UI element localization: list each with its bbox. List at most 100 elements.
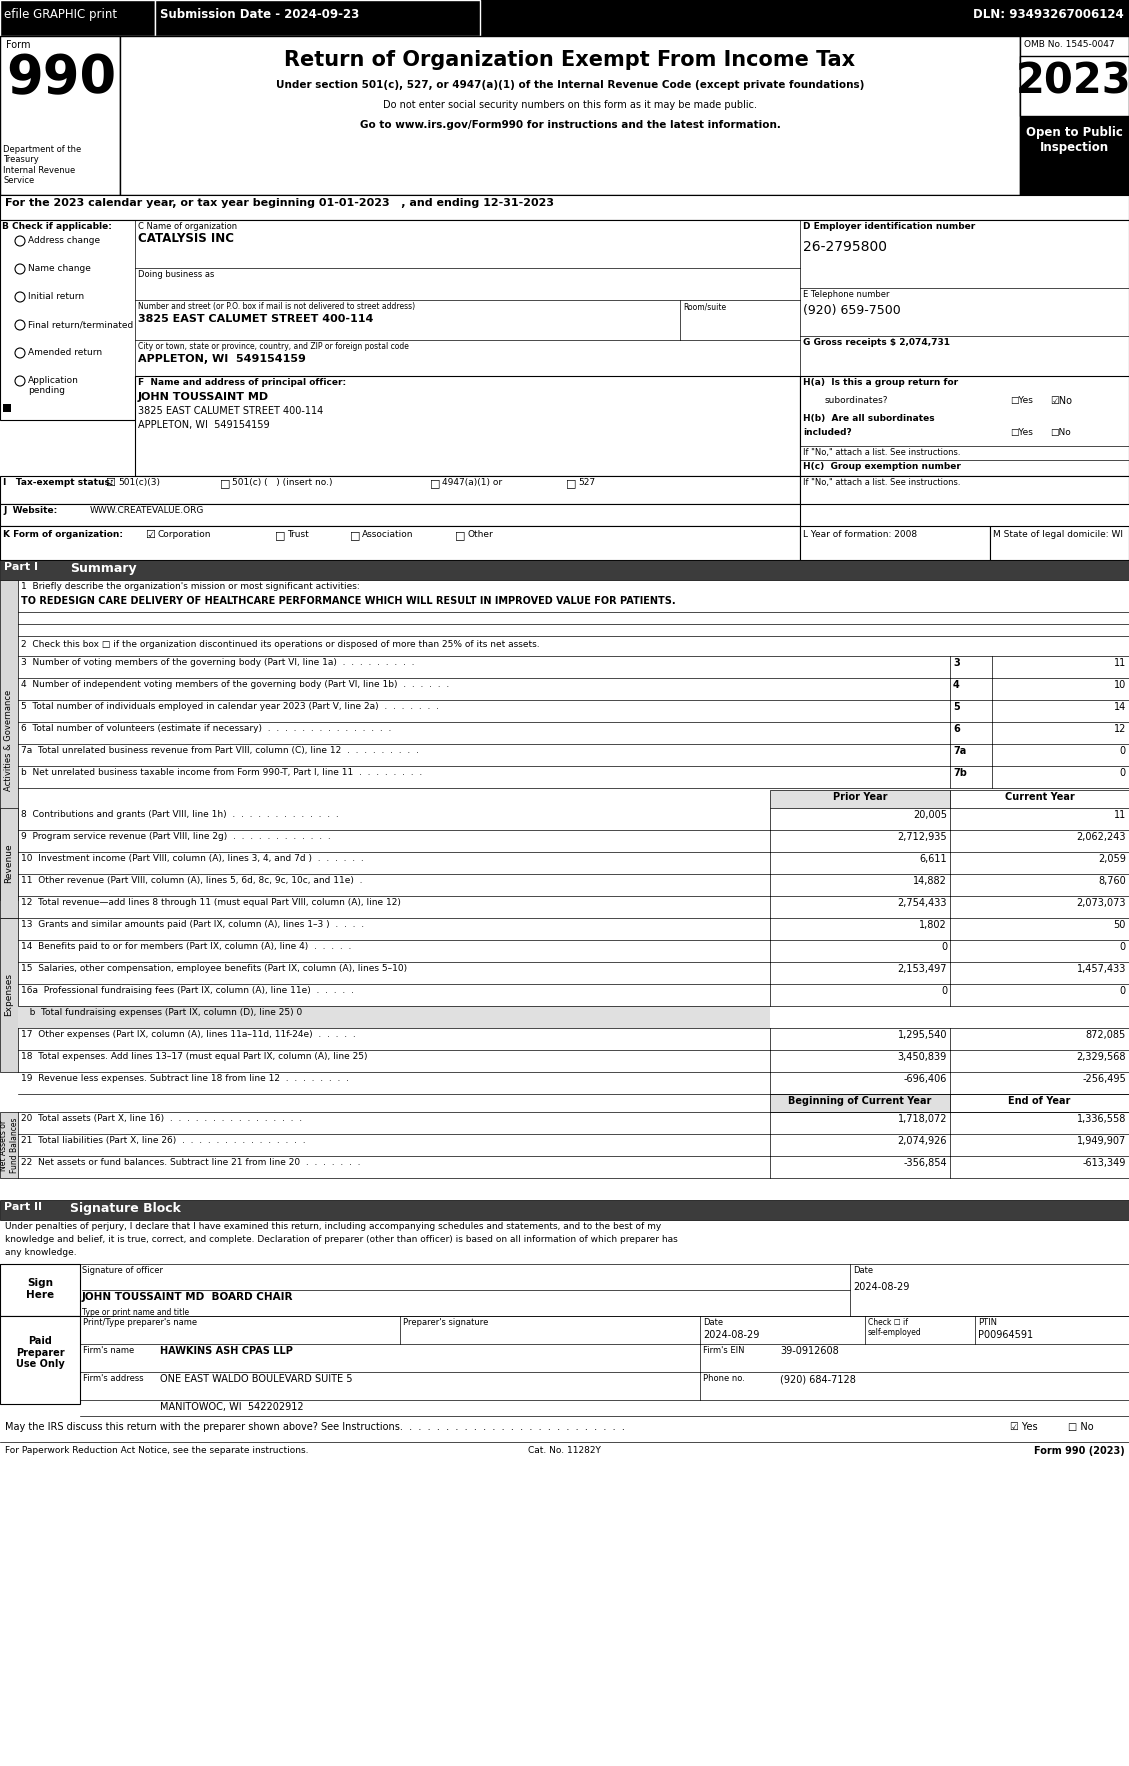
Text: 11: 11 bbox=[1113, 811, 1126, 819]
Text: 10  Investment income (Part VIII, column (A), lines 3, 4, and 7d )  .  .  .  .  : 10 Investment income (Part VIII, column … bbox=[21, 855, 364, 864]
Text: Signature Block: Signature Block bbox=[70, 1203, 181, 1215]
Text: 17  Other expenses (Part IX, column (A), lines 11a–11d, 11f-24e)  .  .  .  .  .: 17 Other expenses (Part IX, column (A), … bbox=[21, 1030, 356, 1038]
Bar bbox=[0, 503, 800, 526]
Text: 2024-08-29: 2024-08-29 bbox=[703, 1330, 760, 1340]
Text: 4947(a)(1) or: 4947(a)(1) or bbox=[441, 479, 502, 487]
Text: 39-0912608: 39-0912608 bbox=[780, 1346, 839, 1356]
Text: b  Net unrelated business taxable income from Form 990-T, Part I, line 11  .  . : b Net unrelated business taxable income … bbox=[21, 768, 422, 777]
Bar bbox=[0, 560, 1129, 579]
Text: H(b)  Are all subordinates: H(b) Are all subordinates bbox=[803, 413, 935, 424]
Text: 14,882: 14,882 bbox=[913, 876, 947, 887]
Text: -696,406: -696,406 bbox=[903, 1074, 947, 1084]
Text: Submission Date - 2024-09-23: Submission Date - 2024-09-23 bbox=[160, 9, 359, 21]
Bar bbox=[1019, 57, 1129, 117]
Text: JOHN TOUSSAINT MD: JOHN TOUSSAINT MD bbox=[138, 392, 269, 403]
Text: 19  Revenue less expenses. Subtract line 18 from line 12  .  .  .  .  .  .  .  .: 19 Revenue less expenses. Subtract line … bbox=[21, 1074, 349, 1083]
Bar bbox=[0, 0, 155, 35]
Text: 14  Benefits paid to or for members (Part IX, column (A), line 4)  .  .  .  .  .: 14 Benefits paid to or for members (Part… bbox=[21, 941, 351, 952]
Text: G Gross receipts $ 2,074,731: G Gross receipts $ 2,074,731 bbox=[803, 337, 949, 346]
Text: P00964591: P00964591 bbox=[978, 1330, 1033, 1340]
Text: 18  Total expenses. Add lines 13–17 (must equal Part IX, column (A), line 25): 18 Total expenses. Add lines 13–17 (must… bbox=[21, 1053, 368, 1061]
Text: 11: 11 bbox=[1113, 659, 1126, 668]
Text: 501(c)(3): 501(c)(3) bbox=[119, 479, 160, 487]
Text: Open to Public
Inspection: Open to Public Inspection bbox=[1025, 125, 1122, 154]
Text: 2,712,935: 2,712,935 bbox=[898, 832, 947, 842]
Text: Current Year: Current Year bbox=[1005, 791, 1075, 802]
Text: Beginning of Current Year: Beginning of Current Year bbox=[788, 1097, 931, 1106]
Text: any knowledge.: any knowledge. bbox=[5, 1249, 77, 1257]
Text: APPLETON, WI  549154159: APPLETON, WI 549154159 bbox=[138, 353, 306, 364]
Text: 1  Briefly describe the organization's mission or most significant activities:: 1 Briefly describe the organization's mi… bbox=[21, 583, 360, 592]
Text: 0: 0 bbox=[1120, 768, 1126, 779]
Text: 0: 0 bbox=[1120, 745, 1126, 756]
Text: End of Year: End of Year bbox=[1008, 1097, 1070, 1106]
Text: TO REDESIGN CARE DELIVERY OF HEALTHCARE PERFORMANCE WHICH WILL RESULT IN IMPROVE: TO REDESIGN CARE DELIVERY OF HEALTHCARE … bbox=[21, 595, 675, 606]
Text: ☑: ☑ bbox=[145, 530, 155, 540]
Text: Application
pending: Application pending bbox=[28, 376, 79, 396]
Text: Department of the
Treasury
Internal Revenue
Service: Department of the Treasury Internal Reve… bbox=[3, 145, 81, 185]
Text: Expenses: Expenses bbox=[5, 973, 14, 1017]
Text: -613,349: -613,349 bbox=[1083, 1158, 1126, 1167]
Text: F  Name and address of principal officer:: F Name and address of principal officer: bbox=[138, 378, 347, 387]
Text: 16a  Professional fundraising fees (Part IX, column (A), line 11e)  .  .  .  .  : 16a Professional fundraising fees (Part … bbox=[21, 985, 353, 994]
Text: 12: 12 bbox=[1113, 724, 1126, 735]
Text: 26-2795800: 26-2795800 bbox=[803, 240, 887, 254]
Text: 15  Salaries, other compensation, employee benefits (Part IX, column (A), lines : 15 Salaries, other compensation, employe… bbox=[21, 964, 408, 973]
Text: 2  Check this box □ if the organization discontinued its operations or disposed : 2 Check this box □ if the organization d… bbox=[21, 639, 540, 648]
Bar bbox=[3, 404, 11, 411]
Text: 8  Contributions and grants (Part VIII, line 1h)  .  .  .  .  .  .  .  .  .  .  : 8 Contributions and grants (Part VIII, l… bbox=[21, 811, 339, 819]
Bar bbox=[135, 376, 800, 477]
Text: Form 990 (2023): Form 990 (2023) bbox=[1034, 1446, 1124, 1455]
Text: WWW.CREATEVALUE.ORG: WWW.CREATEVALUE.ORG bbox=[90, 507, 204, 516]
Text: OMB No. 1545-0047: OMB No. 1545-0047 bbox=[1024, 41, 1114, 49]
Bar bbox=[1019, 117, 1129, 194]
Text: 21  Total liabilities (Part X, line 26)  .  .  .  .  .  .  .  .  .  .  .  .  .  : 21 Total liabilities (Part X, line 26) .… bbox=[21, 1136, 306, 1144]
Bar bbox=[0, 579, 18, 901]
Text: Date: Date bbox=[854, 1266, 873, 1275]
Bar bbox=[770, 1093, 949, 1113]
Text: I   Tax-exempt status:: I Tax-exempt status: bbox=[3, 479, 114, 487]
Bar bbox=[0, 1113, 18, 1178]
Text: 990: 990 bbox=[6, 51, 116, 104]
Text: 0: 0 bbox=[940, 985, 947, 996]
Text: Under section 501(c), 527, or 4947(a)(1) of the Internal Revenue Code (except pr: Under section 501(c), 527, or 4947(a)(1)… bbox=[275, 79, 864, 90]
Text: Other: Other bbox=[467, 530, 492, 539]
Text: 872,085: 872,085 bbox=[1086, 1030, 1126, 1040]
Text: 10: 10 bbox=[1113, 680, 1126, 691]
Text: 2024-08-29: 2024-08-29 bbox=[854, 1282, 909, 1293]
Text: 3  Number of voting members of the governing body (Part VI, line 1a)  .  .  .  .: 3 Number of voting members of the govern… bbox=[21, 659, 414, 668]
Text: (920) 684-7128: (920) 684-7128 bbox=[780, 1374, 856, 1385]
Text: □: □ bbox=[455, 530, 465, 540]
Bar bbox=[0, 1264, 80, 1316]
Bar bbox=[800, 526, 990, 560]
Text: ☑: ☑ bbox=[105, 479, 115, 487]
Bar bbox=[0, 918, 18, 1072]
Text: If "No," attach a list. See instructions.: If "No," attach a list. See instructions… bbox=[803, 449, 961, 457]
Text: For Paperwork Reduction Act Notice, see the separate instructions.: For Paperwork Reduction Act Notice, see … bbox=[5, 1446, 308, 1455]
Text: C Name of organization: C Name of organization bbox=[138, 223, 237, 231]
Text: 1,336,558: 1,336,558 bbox=[1077, 1114, 1126, 1123]
Text: Address change: Address change bbox=[28, 237, 100, 245]
Text: 7a: 7a bbox=[953, 745, 966, 756]
Text: Trust: Trust bbox=[287, 530, 308, 539]
Text: Room/suite: Room/suite bbox=[683, 302, 726, 311]
Bar bbox=[800, 376, 1129, 477]
Bar bbox=[0, 1316, 80, 1404]
Text: 12  Total revenue—add lines 8 through 11 (must equal Part VIII, column (A), line: 12 Total revenue—add lines 8 through 11 … bbox=[21, 897, 401, 908]
Text: 527: 527 bbox=[578, 479, 595, 487]
Text: Signature of officer: Signature of officer bbox=[82, 1266, 163, 1275]
Text: 50: 50 bbox=[1113, 920, 1126, 931]
Text: Revenue: Revenue bbox=[5, 842, 14, 883]
Text: Amended return: Amended return bbox=[28, 348, 102, 357]
Bar bbox=[0, 35, 120, 194]
Text: 8,760: 8,760 bbox=[1099, 876, 1126, 887]
Bar bbox=[18, 1007, 770, 1028]
Text: 0: 0 bbox=[940, 941, 947, 952]
Text: Association: Association bbox=[362, 530, 413, 539]
Text: 7b: 7b bbox=[953, 768, 966, 779]
Text: efile GRAPHIC print: efile GRAPHIC print bbox=[5, 9, 117, 21]
Text: Firm's EIN: Firm's EIN bbox=[703, 1346, 744, 1355]
Text: DLN: 93493267006124: DLN: 93493267006124 bbox=[973, 9, 1124, 21]
Text: 3,450,839: 3,450,839 bbox=[898, 1053, 947, 1061]
Text: Final return/terminated: Final return/terminated bbox=[28, 320, 133, 328]
